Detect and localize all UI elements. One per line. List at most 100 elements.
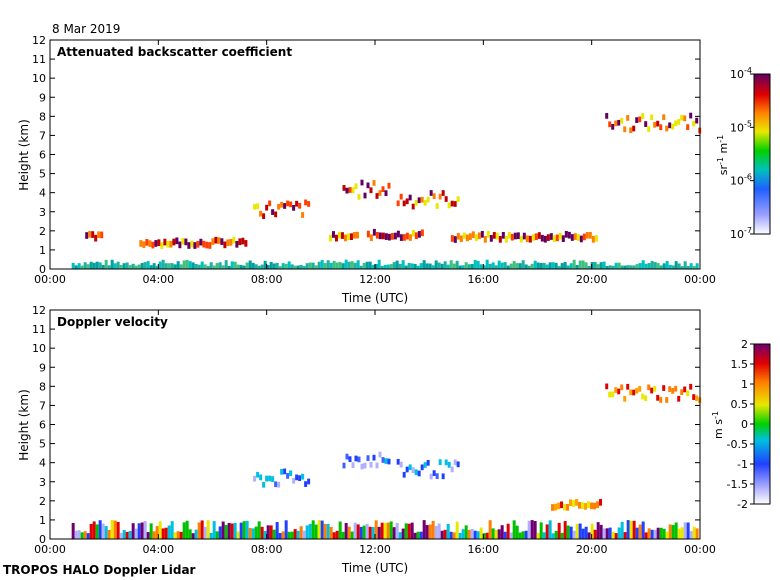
field-cell <box>443 529 447 539</box>
field-cell <box>335 262 339 269</box>
field-cell <box>211 238 215 245</box>
field-cell <box>206 520 210 539</box>
field-cell <box>674 120 678 127</box>
field-cell <box>116 521 120 539</box>
field-cell <box>338 261 342 269</box>
field-cell <box>235 240 239 248</box>
field-cell <box>423 462 427 468</box>
field-cell <box>596 264 600 269</box>
field-cell <box>372 454 376 461</box>
field-cell <box>632 520 636 539</box>
field-cell <box>329 526 333 539</box>
field-cell <box>217 237 221 244</box>
field-cell <box>498 236 502 243</box>
field-cell <box>470 263 474 269</box>
field-cell <box>254 264 258 269</box>
field-cell <box>638 263 642 269</box>
field-cell <box>455 260 459 269</box>
field-cell <box>578 501 582 509</box>
field-cell <box>644 395 648 402</box>
field-cell <box>341 263 345 269</box>
field-cell <box>378 451 382 458</box>
field-cell <box>680 389 684 395</box>
field-cell <box>674 522 678 539</box>
field-cell <box>375 231 379 239</box>
field-cell <box>405 466 409 473</box>
field-cell <box>356 260 360 269</box>
field-cell <box>242 265 246 269</box>
field-cell <box>158 261 162 269</box>
field-cell <box>278 533 282 539</box>
field-cell <box>362 263 366 269</box>
field-cell <box>326 260 330 269</box>
field-cell <box>425 263 429 269</box>
field-cell <box>287 531 291 539</box>
field-cell <box>683 115 687 122</box>
field-cell <box>545 264 549 269</box>
field-cell <box>482 265 486 269</box>
field-cell <box>176 531 180 539</box>
field-cell <box>91 231 95 238</box>
field-cell <box>695 395 699 402</box>
field-cell <box>522 232 526 240</box>
field-cell <box>292 205 296 211</box>
field-cell <box>605 383 609 390</box>
field-cell <box>328 234 332 242</box>
colorbar-tick-label: -0.5 <box>727 438 748 451</box>
field-cell <box>191 533 195 539</box>
field-cell <box>286 200 290 207</box>
field-cell <box>420 196 424 203</box>
field-cell <box>277 481 281 488</box>
field-cell <box>599 498 603 506</box>
y-tick-label: 2 <box>39 225 46 238</box>
velocity-plot-frame <box>49 309 701 540</box>
field-cell <box>416 265 420 269</box>
field-cell <box>504 235 508 243</box>
field-cell <box>119 264 123 269</box>
field-cell <box>308 523 312 539</box>
field-cell <box>218 526 222 539</box>
field-cell <box>456 232 460 240</box>
field-cell <box>437 262 441 269</box>
field-cell <box>131 263 135 269</box>
field-cell <box>239 265 243 269</box>
field-cell <box>308 262 312 269</box>
field-cell <box>362 525 366 539</box>
field-cell <box>374 520 378 539</box>
field-cell <box>163 238 167 246</box>
field-cell <box>387 233 391 241</box>
field-cell <box>584 526 588 539</box>
field-cell <box>461 529 465 539</box>
field-cell <box>638 524 642 539</box>
field-cell <box>410 263 414 269</box>
field-cell <box>386 522 390 539</box>
y-tick-label: 12 <box>32 304 46 317</box>
colorbar-tick-label: 0 <box>741 418 748 431</box>
field-cell <box>215 263 219 269</box>
field-cell <box>530 520 534 539</box>
field-cell <box>689 383 693 390</box>
field-cell <box>569 263 573 269</box>
field-cell <box>584 503 588 510</box>
field-cell <box>662 263 666 269</box>
field-cell <box>563 503 567 511</box>
field-cell <box>86 533 90 539</box>
field-cell <box>74 530 78 539</box>
field-cell <box>629 127 633 134</box>
field-cell <box>548 262 552 269</box>
y-tick-label: 10 <box>32 342 46 355</box>
field-cell <box>456 196 460 203</box>
field-cell <box>632 125 636 132</box>
field-cell <box>575 499 579 506</box>
field-cell <box>299 264 303 269</box>
field-cell <box>182 522 186 539</box>
x-tick-label: 00:00 <box>684 543 716 556</box>
field-cell <box>444 459 448 466</box>
field-cell <box>128 530 132 539</box>
field-cell <box>372 228 376 236</box>
field-cell <box>650 260 654 269</box>
field-cell <box>417 470 421 477</box>
field-cell <box>425 525 429 539</box>
field-cell <box>524 530 528 539</box>
